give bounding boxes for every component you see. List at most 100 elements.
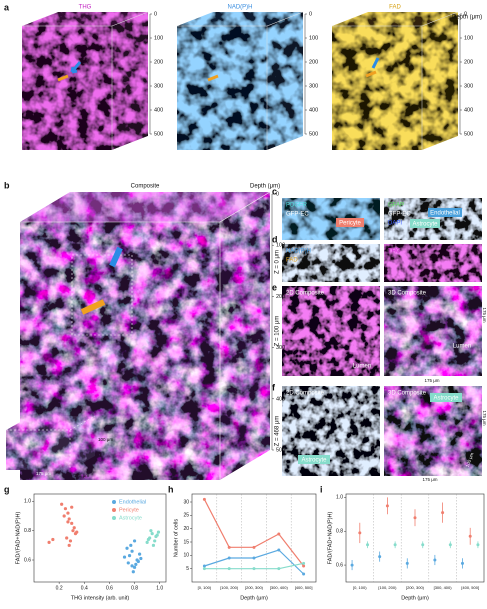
depth-tick-label: 500 xyxy=(276,447,285,453)
scale-label: 175 μm xyxy=(74,473,89,478)
mean-point xyxy=(378,555,382,559)
y-tick-label: 10 xyxy=(183,553,189,559)
cell-label: Astrocyte xyxy=(301,458,327,464)
depth-tick-label: 300 xyxy=(276,345,285,351)
scatter-point xyxy=(129,543,133,547)
depth-tick-label: 0 xyxy=(276,191,279,197)
depth-tick-label: 200 xyxy=(309,59,318,65)
line-point xyxy=(302,561,306,565)
plot-frame xyxy=(33,493,167,583)
line-point xyxy=(277,567,281,571)
panel-label: d xyxy=(272,234,278,244)
y-tick-label: 1.0 xyxy=(336,495,343,501)
line-point xyxy=(302,564,306,568)
cell-label: Pericyte xyxy=(339,221,361,227)
scatter-point xyxy=(60,502,64,506)
scatter-point xyxy=(122,555,127,559)
legend-label: Pericyte xyxy=(119,507,139,513)
legend-label: Astrocyte xyxy=(119,515,142,521)
scatter-point xyxy=(63,507,68,511)
scatter-point xyxy=(126,561,130,565)
z-label: Z = 468 μm xyxy=(275,416,281,447)
depth-tick-label: 400 xyxy=(464,107,473,113)
line-point xyxy=(202,567,206,571)
composite-label: Composite xyxy=(131,184,160,190)
line-point xyxy=(277,532,281,536)
stain-label: GFAP xyxy=(388,203,404,209)
line-point xyxy=(227,567,231,571)
line-point xyxy=(202,497,206,501)
stain-label: GFP-EC xyxy=(388,212,411,218)
depth-tick-label: 400 xyxy=(276,396,285,402)
x-tick-label: [200, 300) xyxy=(245,585,264,590)
scatter-point xyxy=(139,556,143,561)
line-point xyxy=(227,556,231,560)
cell-label: Lumen xyxy=(353,364,371,370)
scatter-point xyxy=(51,537,55,542)
y-tick-label: 0.6 xyxy=(336,562,343,568)
scatter-point xyxy=(66,520,70,524)
panel-label: f xyxy=(272,382,276,392)
line-point xyxy=(252,556,256,560)
y-axis-title: FAD/(FAD+NAD(P)H) xyxy=(15,511,21,564)
legend-swatch xyxy=(112,500,116,504)
scatter-point xyxy=(155,533,159,537)
depth-tick-label: 200 xyxy=(464,59,473,65)
y-tick-label: 0.8 xyxy=(336,529,343,535)
y-axis-title: Number of cells xyxy=(173,519,179,557)
stain-label: DAPI xyxy=(388,221,402,227)
plot-frame xyxy=(191,493,317,583)
mean-point xyxy=(441,511,445,515)
scatter-point xyxy=(151,543,156,547)
scale-label: 175 μm xyxy=(422,477,437,482)
channel-label: NAD(P)H xyxy=(228,5,253,11)
y-tick-label: 0.6 xyxy=(24,557,31,563)
scatter-point xyxy=(75,530,79,534)
x-tick-label: [0, 100) xyxy=(353,585,367,590)
x-tick-label: [300, 400) xyxy=(270,585,289,590)
scatter-point xyxy=(146,537,150,542)
depth-tick-label: 200 xyxy=(276,294,285,300)
channel-label: NAD(P)H xyxy=(286,249,311,255)
mean-point xyxy=(413,516,417,520)
z-label: Z = 100 μm xyxy=(275,316,281,347)
line-point xyxy=(252,545,256,549)
channel-label: FAD xyxy=(286,258,298,264)
scale-label: 175 μm xyxy=(482,410,487,425)
panel-label: a xyxy=(4,2,10,12)
channel-label: THG xyxy=(79,5,92,11)
depth-tick-label: 100 xyxy=(154,35,163,41)
mean-point xyxy=(350,563,354,567)
scale-label: 175 μm xyxy=(424,378,439,383)
panel-label: b xyxy=(4,180,10,190)
scatter-point xyxy=(72,526,76,530)
scatter-point xyxy=(130,564,134,568)
depth-tick-label: 400 xyxy=(309,107,318,113)
mean-point xyxy=(448,543,452,547)
cube-fad xyxy=(332,11,459,150)
mean-point xyxy=(385,504,389,508)
scatter-point xyxy=(134,562,138,567)
scatter-point xyxy=(150,532,154,536)
x-tick-label: 0.2 xyxy=(56,585,63,591)
scatter-point xyxy=(68,539,73,543)
depth-tick-label: 300 xyxy=(154,83,163,89)
legend-swatch xyxy=(112,508,116,512)
view-label: 2D Composite xyxy=(286,391,325,397)
depth-tick-label: 100 xyxy=(276,243,285,249)
x-tick-label: 0.4 xyxy=(81,585,88,591)
mean-point xyxy=(460,561,464,565)
line-point xyxy=(302,572,306,576)
depth-label: Depth (μm) xyxy=(452,15,482,21)
line-point xyxy=(277,548,281,552)
view-label: 2D Composite xyxy=(286,291,325,297)
line-point xyxy=(227,545,231,549)
panel-label: h xyxy=(168,484,174,494)
series-line xyxy=(204,549,305,575)
depth-tick-label: 300 xyxy=(464,83,473,89)
depth-tick-label: 200 xyxy=(154,59,163,65)
x-axis-title: THG intensity (arb. unit) xyxy=(71,595,130,601)
scatter-point xyxy=(131,570,135,574)
depth-tick-label: 400 xyxy=(154,107,163,113)
panel-label: g xyxy=(4,484,10,494)
